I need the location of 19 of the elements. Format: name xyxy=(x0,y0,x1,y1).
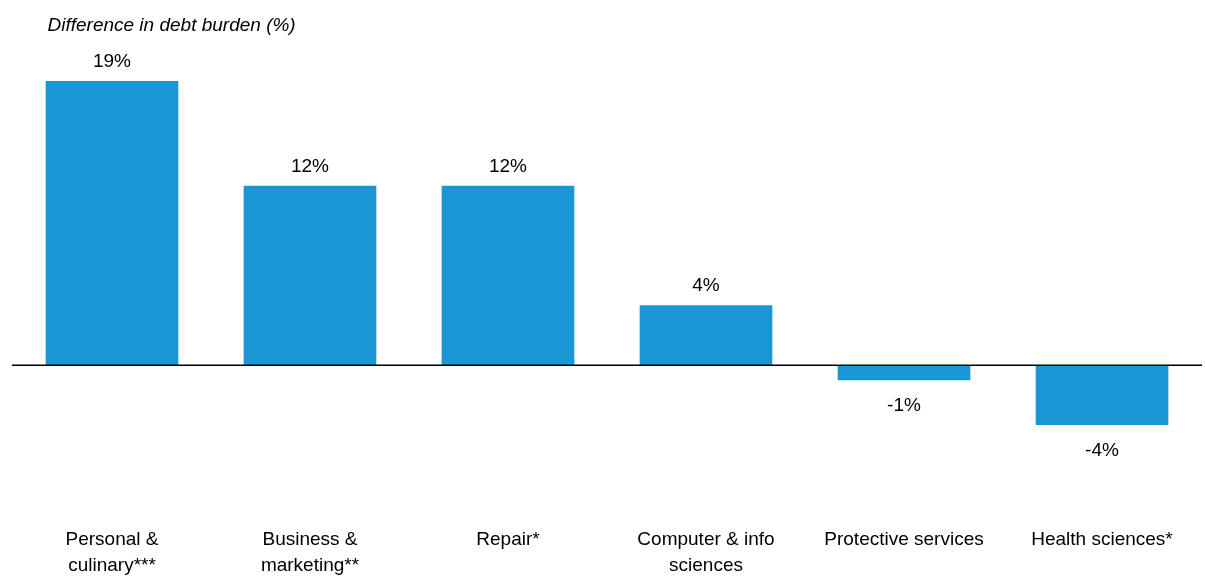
bar xyxy=(45,81,179,366)
x-tick-label: Repair* xyxy=(476,527,541,549)
data-label: -4% xyxy=(1085,439,1119,460)
data-label: -1% xyxy=(887,394,921,416)
x-tick-label: Computer & info sciences xyxy=(637,527,775,575)
x-tick-label: Business & marketing** xyxy=(260,527,360,575)
x-tick-label: Protective services xyxy=(824,527,984,549)
data-label: 12% xyxy=(488,154,528,176)
bar xyxy=(837,365,971,381)
bar xyxy=(639,305,773,366)
bar xyxy=(441,185,575,366)
data-label: 19% xyxy=(92,50,132,71)
bar xyxy=(1035,365,1169,425)
data-label: 4% xyxy=(692,274,720,296)
bar xyxy=(243,185,377,366)
x-tick-label: Personal & culinary*** xyxy=(65,527,159,575)
x-tick-label: Health sciences* xyxy=(1031,527,1174,549)
data-label: 12% xyxy=(290,154,330,176)
y-axis-title: Difference in debt burden (%) xyxy=(47,13,296,35)
